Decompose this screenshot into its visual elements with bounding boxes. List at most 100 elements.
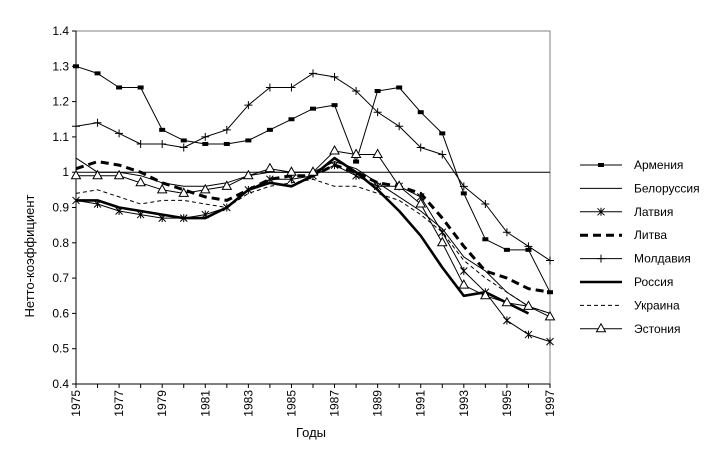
legend-item: Армения (580, 158, 683, 172)
triangle-marker (264, 162, 276, 173)
square-marker (288, 117, 295, 122)
plus-marker (72, 122, 80, 131)
square-marker (116, 85, 123, 90)
plus-marker (395, 122, 404, 131)
plus-marker (352, 87, 361, 96)
square-marker (417, 110, 424, 115)
series-3 (72, 161, 554, 346)
triangle-marker (458, 279, 470, 289)
series-5 (72, 69, 554, 265)
x-tick-label: 1975 (69, 390, 83, 417)
legend-label: Белоруссия (634, 181, 700, 195)
series-6 (76, 156, 530, 315)
star-marker (597, 207, 605, 216)
series-2 (75, 157, 551, 314)
x-tick-label: 1991 (414, 390, 428, 417)
legend-label: Литва (634, 228, 667, 242)
triangle-marker (523, 300, 534, 310)
plus-marker (115, 129, 124, 138)
triangle-marker (221, 180, 233, 190)
plot-area (75, 30, 551, 385)
plus-marker (502, 228, 511, 237)
y-axis-title: Нетто-коэффициент (22, 194, 37, 317)
triangle-marker (436, 236, 448, 247)
legend-label: Армения (634, 158, 683, 172)
triangle-marker (501, 296, 513, 307)
legend-item: Молдавия (580, 252, 691, 266)
x-tick-label: 1983 (241, 390, 255, 417)
plus-marker (222, 125, 231, 134)
square-marker (245, 138, 252, 143)
plus-marker (330, 72, 339, 81)
series-line (75, 178, 551, 314)
legend-item: Литва (580, 228, 667, 242)
triangle-marker (415, 197, 427, 208)
triangle-marker (329, 145, 340, 155)
square-marker (266, 127, 273, 132)
triangle-marker (199, 183, 211, 194)
y-tick-label: 0.7 (52, 271, 69, 285)
x-tick-label: 1993 (457, 390, 471, 417)
series-7 (75, 178, 551, 314)
y-tick-label: 1 (62, 165, 69, 179)
series-8 (70, 145, 556, 321)
square-marker (159, 127, 166, 132)
star-marker (546, 337, 554, 346)
x-tick-label: 1989 (371, 390, 385, 417)
x-tick-label: 1995 (500, 390, 514, 417)
square-marker (137, 85, 144, 90)
plus-marker (481, 199, 490, 208)
square-marker (202, 141, 209, 146)
plus-marker (546, 256, 554, 265)
legend-label: Молдавия (634, 252, 691, 266)
legend-label: Россия (634, 275, 673, 289)
triangle-marker (178, 187, 190, 197)
triangle-marker (393, 180, 405, 190)
y-tick-label: 0.8 (52, 236, 69, 250)
star-marker (503, 316, 511, 325)
y-tick-label: 0.9 (52, 201, 69, 215)
plus-marker (373, 108, 382, 117)
triangle-marker (595, 322, 607, 333)
legend-item: Эстония (580, 322, 681, 336)
triangle-marker (307, 166, 319, 176)
square-marker (460, 191, 467, 196)
x-tick-label: 1985 (284, 390, 298, 417)
x-tick-label: 1987 (328, 390, 342, 417)
legend-label: Латвия (634, 205, 673, 219)
x-tick-label: 1977 (112, 390, 126, 417)
square-marker (547, 290, 553, 295)
plus-marker (438, 150, 447, 159)
plus-marker (524, 242, 533, 251)
plus-marker (158, 139, 167, 148)
square-marker (180, 138, 187, 143)
square-marker (73, 64, 79, 69)
plus-marker (201, 132, 210, 141)
triangle-marker (372, 148, 383, 159)
square-marker (353, 159, 360, 164)
legend-item: Белоруссия (580, 181, 700, 195)
plus-marker (265, 83, 274, 92)
x-tick-label: 1981 (198, 390, 212, 417)
y-tick-label: 0.5 (52, 342, 69, 356)
legend-label: Украина (634, 298, 680, 312)
square-marker (396, 85, 403, 90)
series-line (76, 156, 530, 315)
square-marker (503, 247, 510, 252)
y-axis-ticks: 0.4 0.5 0.6 0.7 0.8 0.9 1 1.1 1.2 1.3 1.4 (52, 24, 76, 391)
y-tick-label: 0.6 (52, 306, 69, 320)
square-marker (374, 89, 381, 94)
triangle-marker (92, 169, 103, 180)
y-tick-label: 1.3 (52, 59, 69, 73)
plus-marker (416, 143, 425, 152)
series-layer (70, 64, 556, 346)
y-tick-label: 1.2 (52, 95, 69, 109)
legend-label: Эстония (634, 322, 681, 336)
plus-marker (459, 182, 468, 191)
square-marker (310, 106, 316, 111)
triangle-marker (135, 176, 146, 187)
series-line (75, 164, 551, 343)
triangle-marker (113, 169, 125, 180)
square-marker (598, 163, 604, 167)
